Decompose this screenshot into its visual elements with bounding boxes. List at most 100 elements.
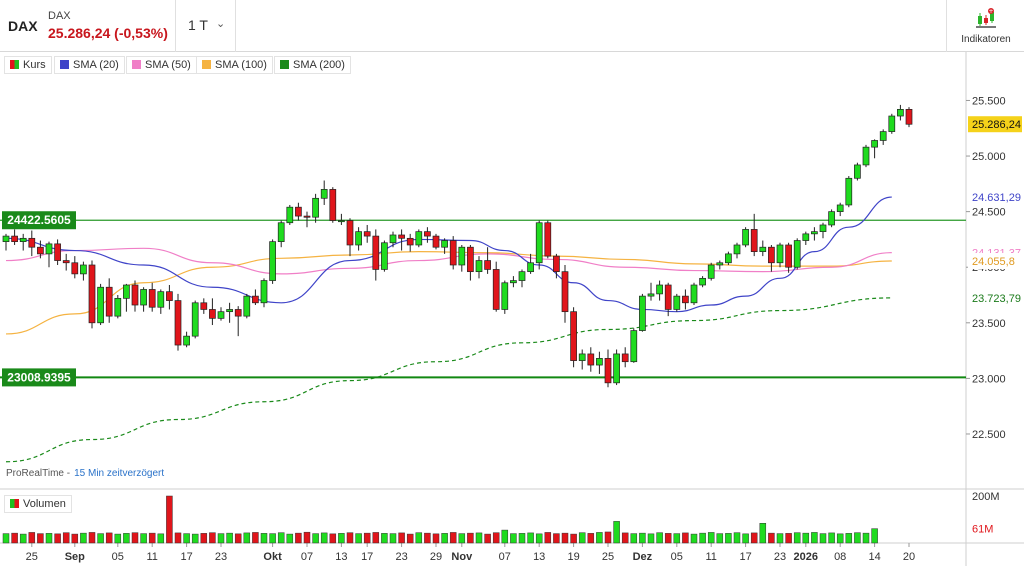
volume-bar (45, 533, 53, 544)
volume-bar (561, 532, 569, 544)
candle (183, 331, 190, 348)
candle (682, 289, 689, 310)
volume-bar (363, 532, 371, 544)
candle-body (716, 262, 724, 266)
candle-body (785, 244, 792, 268)
candle-body (346, 220, 354, 246)
x-tick-label: 13 (533, 551, 545, 563)
volume-bar (28, 532, 36, 544)
volume-tag-label: 200M (972, 491, 1000, 503)
candle (862, 144, 870, 168)
candle (905, 107, 913, 128)
candle (501, 280, 509, 314)
candle (510, 276, 517, 288)
volume-tag-label: 61M (972, 524, 993, 536)
candle-body (2, 235, 10, 242)
legend-label: SMA (200) (293, 59, 345, 71)
volume-legend-label: Volumen (23, 498, 66, 510)
volume-bar (252, 532, 259, 544)
candle (62, 253, 70, 271)
price-chart[interactable]: 22.50023.00023.50024.00024.50025.00025.5… (0, 52, 1024, 566)
volume-bar (776, 533, 784, 544)
top-toolbar: DAX DAX 25.286,24 (-0,53%) 1 T ⌄ + Indik… (0, 0, 1024, 52)
timeframe-selector[interactable]: 1 T ⌄ (176, 0, 236, 52)
y-tick-label: 23.500 (972, 318, 1006, 330)
y-tick-label: 25.500 (972, 95, 1006, 107)
candle-body (845, 177, 853, 206)
candle-body (432, 235, 440, 248)
volume-bar (303, 531, 311, 544)
candle-body (449, 240, 457, 266)
legend-item-kurs[interactable]: Kurs (4, 56, 52, 74)
legend-item-sma200[interactable]: SMA (200) (274, 56, 351, 74)
volume-bar (200, 533, 208, 544)
candle (441, 238, 448, 254)
volume-bar (544, 532, 552, 544)
candle-body (553, 255, 560, 273)
legend-item-sma100[interactable]: SMA (100) (196, 56, 273, 74)
candle-body (286, 206, 294, 224)
candle-body (621, 353, 629, 363)
candle (664, 282, 672, 317)
x-tick-label: Nov (451, 551, 473, 563)
legend-label: Kurs (23, 59, 46, 71)
ticker-symbol[interactable]: DAX (8, 18, 38, 34)
volume-bar (88, 532, 96, 544)
x-tick-label: 29 (430, 551, 442, 563)
legend-label: SMA (20) (73, 59, 119, 71)
candle (690, 282, 698, 306)
candle-body (157, 291, 165, 308)
price-tag-label: 24.055,8 (972, 256, 1015, 268)
candle (131, 280, 139, 312)
indicators-button[interactable]: + Indikatoren (946, 0, 1024, 52)
y-tick-label: 22.500 (972, 429, 1006, 441)
candle-body (570, 311, 577, 361)
volume-bar (613, 521, 620, 544)
volume-bar (492, 532, 500, 544)
volume-bar (811, 532, 818, 544)
candle-body (372, 235, 380, 270)
candle-body (320, 189, 328, 199)
candle-body (776, 244, 784, 264)
candle-body (45, 243, 53, 255)
volume-bar (62, 532, 70, 544)
candle-body (54, 243, 61, 261)
volume-bar (458, 533, 466, 544)
candle (11, 229, 18, 245)
candle (157, 289, 165, 314)
candle-body (871, 140, 878, 148)
candle (604, 349, 612, 388)
price-tag (968, 116, 1022, 133)
candle (578, 349, 586, 370)
volume-bar (845, 533, 853, 544)
volume-bar (415, 532, 423, 544)
candle (879, 129, 887, 145)
candle-body (673, 295, 681, 310)
legend-item-sma20[interactable]: SMA (20) (54, 56, 125, 74)
legend-item-volume[interactable]: Volumen (4, 495, 72, 513)
candle-body (639, 295, 646, 331)
candle-body (243, 295, 251, 317)
candle (871, 139, 878, 159)
volume-bar (320, 532, 328, 544)
candle (372, 229, 380, 281)
candle-body (389, 234, 397, 244)
candle (785, 242, 792, 273)
candle (716, 260, 724, 270)
level-tag (2, 368, 76, 387)
volume-bar (647, 533, 655, 544)
ticker-selector[interactable]: DAX DAX 25.286,24 (-0,53%) (0, 0, 176, 52)
candle-body (690, 284, 698, 304)
sma20-line (5, 196, 892, 313)
candle (819, 222, 827, 239)
candle-body (819, 224, 827, 232)
candle-body (123, 284, 130, 299)
volume-bar (768, 532, 775, 544)
x-tick-label: 17 (180, 551, 192, 563)
candle-body (750, 229, 758, 253)
volume-bar (656, 532, 663, 544)
candle (432, 233, 440, 250)
legend-item-sma50[interactable]: SMA (50) (126, 56, 197, 74)
candle (759, 240, 767, 257)
candle-body (329, 189, 337, 221)
